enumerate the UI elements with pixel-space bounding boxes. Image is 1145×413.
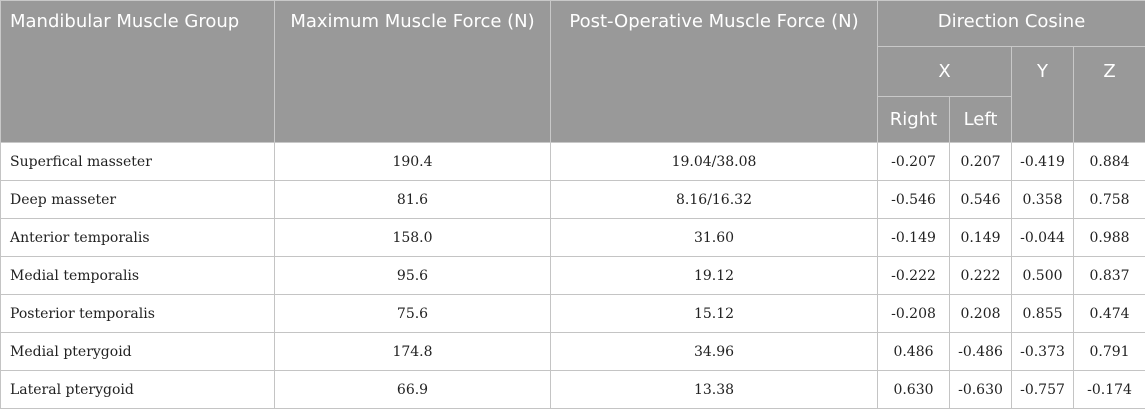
x-right-cell: -0.222 [877,256,950,295]
header-muscle-group: Mandibular Muscle Group [0,0,275,143]
y-cell: 0.500 [1011,256,1074,295]
header-max-force: Maximum Muscle Force (N) [274,0,551,143]
x-left-cell: 0.222 [949,256,1012,295]
y-cell: -0.419 [1011,142,1074,181]
postop-force-cell: 34.96 [550,332,878,371]
muscle-name-cell: Medial pterygoid [0,332,275,371]
z-cell: 0.988 [1072,218,1145,257]
y-cell: -0.373 [1011,332,1074,371]
header-direction-cosine: Direction Cosine [876,0,1145,47]
z-cell: 0.791 [1072,332,1145,371]
x-left-cell: 0.208 [949,294,1012,333]
y-cell: 0.855 [1011,294,1074,333]
max-force-cell: 66.9 [274,370,551,409]
postop-force-cell: 13.38 [550,370,878,409]
max-force-cell: 75.6 [274,294,551,333]
x-left-cell: 0.207 [949,142,1012,181]
header-y: Y [1011,46,1074,143]
postop-force-cell: 31.60 [550,218,878,257]
x-right-cell: -0.546 [877,180,950,219]
x-left-cell: 0.546 [949,180,1012,219]
muscle-name-cell: Deep masseter [0,180,275,219]
table-row: Medial pterygoid 174.8 34.96 0.486 -0.48… [0,332,1145,371]
muscle-name-cell: Posterior temporalis [0,294,275,333]
postop-force-cell: 19.12 [550,256,878,295]
table-row: Posterior temporalis 75.6 15.12 -0.208 0… [0,294,1145,333]
max-force-cell: 174.8 [274,332,551,371]
z-cell: 0.474 [1072,294,1145,333]
max-force-cell: 95.6 [274,256,551,295]
max-force-cell: 190.4 [274,142,551,181]
header-postop-force: Post-Operative Muscle Force (N) [550,0,878,143]
z-cell: -0.174 [1072,370,1145,409]
x-left-cell: -0.486 [949,332,1012,371]
header-x-left: Left [949,96,1012,143]
muscle-name-cell: Superfical masseter [0,142,275,181]
postop-force-cell: 15.12 [550,294,878,333]
y-cell: -0.044 [1011,218,1074,257]
x-right-cell: -0.149 [877,218,950,257]
header-x: X [877,46,1012,97]
x-right-cell: -0.207 [877,142,950,181]
muscle-name-cell: Lateral pterygoid [0,370,275,409]
muscle-name-cell: Medial temporalis [0,256,275,295]
x-right-cell: 0.630 [877,370,950,409]
table-row: Medial temporalis 95.6 19.12 -0.222 0.22… [0,256,1145,295]
table-body: Superfical masseter 190.4 19.04/38.08 -0… [0,142,1145,409]
table-header: Mandibular Muscle Group Maximum Muscle F… [0,0,1145,143]
x-left-cell: -0.630 [949,370,1012,409]
table-row: Anterior temporalis 158.0 31.60 -0.149 0… [0,218,1145,257]
postop-force-cell: 19.04/38.08 [550,142,878,181]
z-cell: 0.758 [1072,180,1145,219]
y-cell: 0.358 [1011,180,1074,219]
y-cell: -0.757 [1011,370,1074,409]
x-right-cell: -0.208 [877,294,950,333]
header-z: Z [1072,46,1145,143]
muscle-name-cell: Anterior temporalis [0,218,275,257]
table-row: Superfical masseter 190.4 19.04/38.08 -0… [0,142,1145,181]
max-force-cell: 81.6 [274,180,551,219]
table-row: Lateral pterygoid 66.9 13.38 0.630 -0.63… [0,370,1145,409]
x-left-cell: 0.149 [949,218,1012,257]
table-row: Deep masseter 81.6 8.16/16.32 -0.546 0.5… [0,180,1145,219]
x-right-cell: 0.486 [877,332,950,371]
header-x-right: Right [877,96,950,143]
z-cell: 0.837 [1072,256,1145,295]
z-cell: 0.884 [1072,142,1145,181]
postop-force-cell: 8.16/16.32 [550,180,878,219]
max-force-cell: 158.0 [274,218,551,257]
